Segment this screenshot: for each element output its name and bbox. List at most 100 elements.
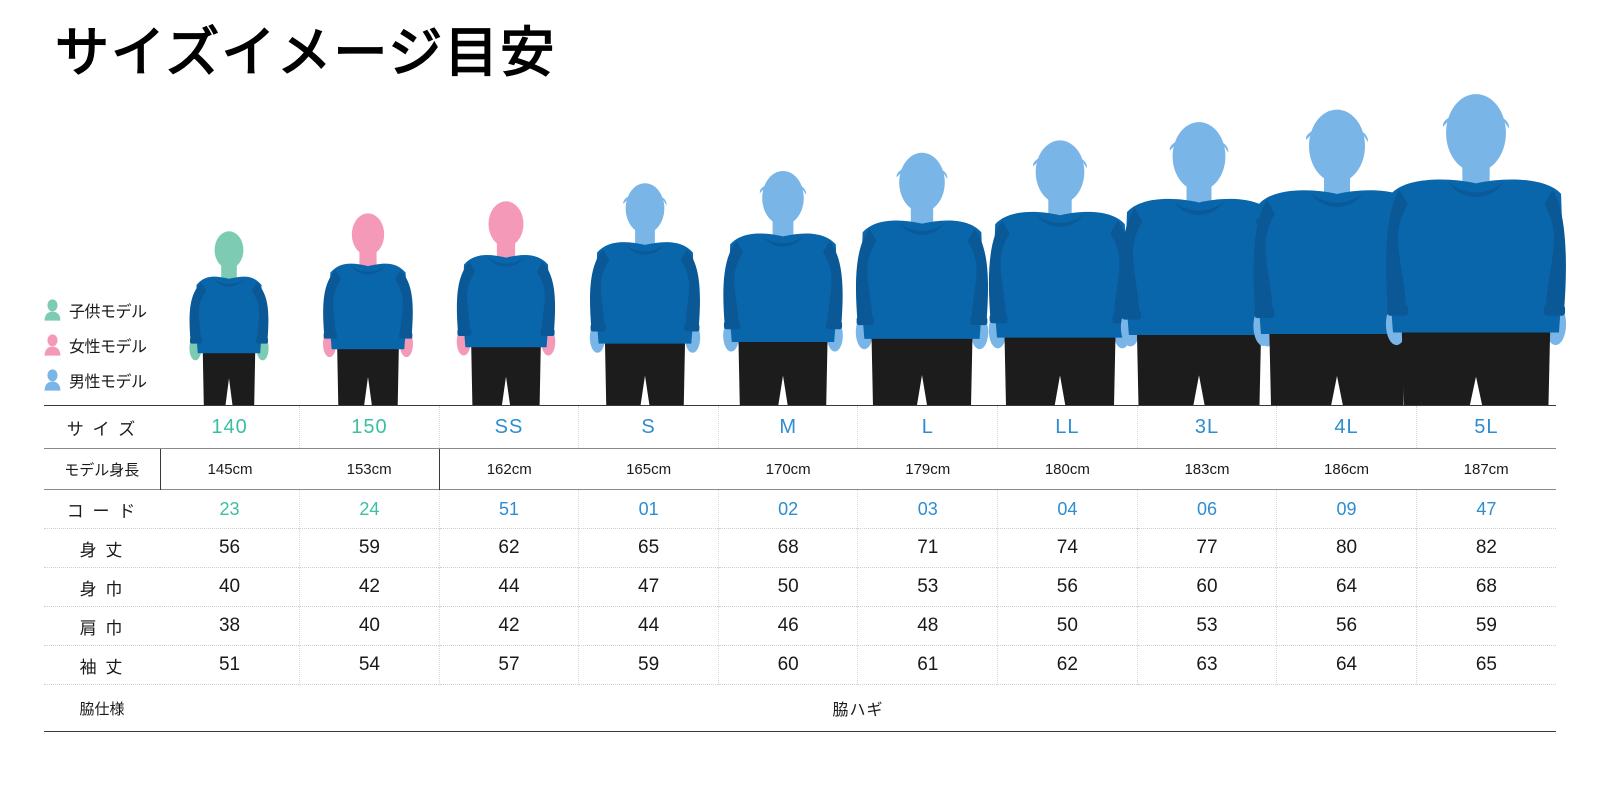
cell-body-width-4L: 64 (1276, 567, 1417, 607)
cell-model-height-3L: 183cm (1137, 448, 1277, 490)
cell-body-width-3L: 60 (1136, 567, 1277, 607)
cell-body-width-140: 40 (160, 567, 300, 607)
row-label-model-height: モデル身長 (44, 448, 160, 490)
cell-shoulder-width-140: 38 (160, 606, 300, 646)
cell-shoulder-width-3L: 53 (1136, 606, 1277, 646)
cell-body-length-SS: 62 (438, 528, 579, 568)
cell-shoulder-width-LL: 50 (997, 606, 1138, 646)
table-row-model-height: モデル身長 145cm 153cm 162cm 165cm 170cm 179cm 180c… (44, 448, 1556, 490)
row-label-body-length: 身 丈 (44, 528, 160, 568)
legend-label-male: 男性モデル (69, 373, 147, 391)
cell-code-140: 23 (160, 489, 300, 529)
person-icon-male (44, 368, 61, 391)
figure-cell-140 (160, 0, 299, 406)
legend-label-child: 子供モデル (69, 303, 147, 321)
cell-code-150: 24 (299, 489, 440, 529)
cell-body-width-5L: 68 (1415, 567, 1556, 607)
cell-side-spec-value: 脇ハギ (160, 684, 1556, 732)
table-row-shoulder-width: 肩 巾 38 40 42 44 46 48 50 53 56 59 (44, 606, 1556, 646)
cell-shoulder-width-L: 48 (857, 606, 998, 646)
person-icon-child (44, 298, 61, 321)
cell-code-3L: 06 (1136, 489, 1277, 529)
cell-size-5L: 5L (1415, 405, 1556, 449)
cell-body-length-140: 56 (160, 528, 300, 568)
model-figure-5L (1385, 94, 1566, 406)
cell-code-M: 02 (717, 489, 858, 529)
cell-sleeve-length-S: 59 (578, 645, 719, 685)
cell-code-LL: 04 (997, 489, 1138, 529)
cell-body-length-4L: 80 (1276, 528, 1417, 568)
table-row-side-spec: 脇仕様 脇ハギ (44, 684, 1556, 732)
cell-body-width-LL: 56 (997, 567, 1138, 607)
model-figure-L (855, 152, 988, 406)
figure-cell-M (714, 0, 853, 406)
person-icon-female (44, 333, 61, 356)
model-male-5L (1371, 91, 1581, 406)
model-figure-S (589, 183, 700, 406)
legend-item-child: 子供モデル (44, 292, 176, 327)
model-figure-150 (322, 213, 413, 406)
row-label-body-width: 身 巾 (44, 567, 160, 607)
cell-shoulder-width-M: 46 (717, 606, 858, 646)
cell-body-width-L: 53 (857, 567, 998, 607)
cell-sleeve-length-3L: 63 (1136, 645, 1277, 685)
figure-cell-150 (299, 0, 438, 406)
cell-sleeve-length-140: 51 (160, 645, 300, 685)
cell-sleeve-length-M: 60 (717, 645, 858, 685)
cell-model-height-M: 170cm (718, 448, 858, 490)
legend-label-female: 女性モデル (69, 338, 147, 356)
table-row-code: コ ー ド 23 24 51 01 02 03 04 06 09 47 (44, 489, 1556, 529)
model-figure-M (723, 170, 844, 406)
model-figure-140 (189, 231, 269, 406)
cell-size-LL: LL (997, 405, 1138, 449)
cell-shoulder-width-SS: 42 (438, 606, 579, 646)
table-row-size: サ イ ズ 140 150 SS S M L LL 3L 4L 5L (44, 405, 1556, 449)
table-row-sleeve-length: 袖 丈 51 54 57 59 60 61 62 63 64 65 (44, 645, 1556, 685)
cell-sleeve-length-SS: 57 (438, 645, 579, 685)
row-label-size: サ イ ズ (44, 405, 160, 449)
cell-body-length-LL: 74 (997, 528, 1138, 568)
row-label-side-spec: 脇仕様 (44, 684, 160, 732)
cell-model-height-150: 153cm (299, 448, 440, 490)
cell-sleeve-length-LL: 62 (997, 645, 1138, 685)
size-chart-table: サ イ ズ 140 150 SS S M L LL 3L 4L 5L モデル身長 145cm 153… (44, 405, 1556, 732)
model-figure-3L (1120, 122, 1277, 406)
cell-body-length-5L: 82 (1415, 528, 1556, 568)
figure-cell-S (576, 0, 715, 406)
cell-body-length-3L: 77 (1136, 528, 1277, 568)
cell-body-length-L: 71 (857, 528, 998, 568)
table-row-body-width: 身 巾 40 42 44 47 50 53 56 60 64 68 (44, 567, 1556, 607)
figure-cell-SS (437, 0, 576, 406)
cell-code-4L: 09 (1276, 489, 1417, 529)
page-title: サイズイメージ目安 (55, 23, 557, 83)
cell-code-5L: 47 (1415, 489, 1556, 529)
cell-shoulder-width-5L: 59 (1415, 606, 1556, 646)
cell-body-width-S: 47 (578, 567, 719, 607)
cell-model-height-5L: 187cm (1416, 448, 1556, 490)
cell-sleeve-length-5L: 65 (1415, 645, 1556, 685)
model-male-3L (1103, 118, 1295, 406)
model-male-M (703, 166, 863, 406)
row-label-code: コ ー ド (44, 489, 160, 529)
cell-body-width-150: 42 (299, 567, 440, 607)
cell-sleeve-length-L: 61 (857, 645, 998, 685)
cell-body-width-M: 50 (717, 567, 858, 607)
cell-body-length-S: 65 (578, 528, 719, 568)
cell-size-150: 150 (299, 405, 440, 449)
cell-sleeve-length-150: 54 (299, 645, 440, 685)
cell-sleeve-length-4L: 64 (1276, 645, 1417, 685)
cell-size-M: M (717, 405, 858, 449)
cell-size-SS: SS (438, 405, 579, 449)
cell-body-length-150: 59 (299, 528, 440, 568)
legend-item-female: 女性モデル (44, 327, 176, 362)
cell-body-length-M: 68 (717, 528, 858, 568)
cell-model-height-S: 165cm (578, 448, 719, 490)
cell-model-height-140: 145cm (159, 448, 300, 490)
model-male-L (836, 148, 1008, 406)
cell-model-height-4L: 186cm (1276, 448, 1417, 490)
cell-size-S: S (578, 405, 719, 449)
cell-shoulder-width-4L: 56 (1276, 606, 1417, 646)
cell-model-height-L: 179cm (857, 448, 998, 490)
cell-code-L: 03 (857, 489, 998, 529)
row-label-shoulder-width: 肩 巾 (44, 606, 160, 646)
